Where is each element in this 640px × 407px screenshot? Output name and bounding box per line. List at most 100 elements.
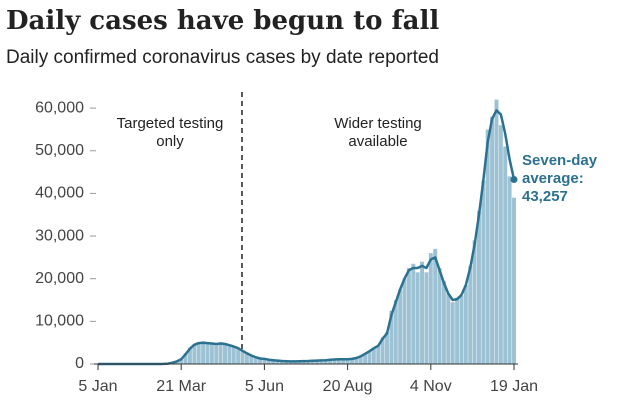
bar [472, 240, 477, 364]
bar [494, 99, 499, 365]
bar [376, 345, 381, 364]
bar [481, 180, 486, 364]
y-tick-label: 30,000 [35, 227, 84, 244]
bar [231, 346, 236, 364]
bar [363, 353, 368, 364]
bar [240, 350, 245, 364]
bar [183, 353, 188, 364]
x-tick-label: 19 Jan [490, 378, 538, 395]
x-tick-label: 5 Jan [78, 378, 117, 395]
bar [498, 125, 503, 364]
bar [450, 302, 455, 364]
bar [297, 361, 302, 364]
annotation: only [156, 133, 184, 150]
y-tick-label: 40,000 [35, 185, 84, 202]
bar [411, 263, 416, 364]
chart-title: Daily cases have begun to fall [6, 6, 439, 36]
bar [428, 253, 433, 364]
bar [393, 300, 398, 364]
x-tick-label: 20 Aug [323, 378, 373, 395]
bar [398, 289, 403, 364]
y-tick-label: 0 [75, 355, 84, 372]
bar [389, 310, 394, 364]
bar [288, 361, 293, 364]
annotation: Targeted testing [117, 115, 224, 132]
bar [490, 116, 495, 364]
bar [293, 361, 298, 364]
bar [301, 361, 306, 364]
bar [420, 261, 425, 364]
end-label: Seven-day [522, 152, 598, 169]
bar [314, 360, 319, 364]
bar [424, 272, 429, 364]
bar [253, 357, 258, 364]
bar [385, 332, 389, 364]
bar [192, 344, 197, 364]
bar [271, 360, 276, 364]
bar [459, 295, 464, 364]
bar [437, 268, 442, 364]
bar [244, 353, 249, 364]
bar [328, 359, 333, 364]
bar [201, 341, 206, 364]
end-dot [510, 176, 518, 184]
bar [179, 359, 184, 364]
bar [512, 197, 516, 364]
y-tick-label: 60,000 [35, 99, 84, 116]
x-tick-label: 4 Nov [410, 378, 452, 395]
bar [350, 358, 354, 364]
bar [415, 272, 420, 364]
bar [336, 358, 341, 364]
end-value-label: 43,257 [522, 188, 568, 205]
y-tick-label: 50,000 [35, 142, 84, 159]
bar [507, 176, 512, 364]
bar [380, 337, 385, 364]
bar [402, 278, 407, 364]
bar [345, 359, 350, 364]
bar [463, 285, 468, 364]
chart-subtitle: Daily confirmed coronavirus cases by dat… [6, 47, 439, 68]
bar [209, 343, 214, 364]
bar [406, 268, 411, 364]
bar [205, 343, 210, 364]
y-tick-label: 20,000 [35, 270, 84, 287]
bar [258, 358, 262, 364]
bar [367, 351, 372, 364]
bar [279, 361, 284, 364]
bar [266, 359, 271, 364]
bar [310, 360, 315, 364]
bar [249, 355, 254, 364]
bar [223, 343, 227, 364]
bar [306, 361, 311, 364]
bar [236, 348, 241, 364]
bar [227, 345, 232, 364]
bar [476, 210, 481, 364]
bar [446, 293, 451, 364]
bar [455, 297, 460, 364]
bar [323, 360, 328, 364]
bar [275, 360, 280, 364]
bar [503, 146, 508, 364]
bar [196, 342, 201, 364]
bar [262, 358, 267, 364]
bar [371, 347, 376, 364]
bar [354, 358, 359, 364]
bar [284, 361, 289, 364]
bar [214, 344, 219, 364]
bar [341, 359, 346, 364]
bar [468, 265, 473, 364]
x-tick-label: 5 Jun [245, 378, 284, 395]
end-label: average: [522, 170, 584, 187]
annotation: available [348, 133, 407, 150]
y-tick-label: 10,000 [35, 313, 84, 330]
bar [433, 248, 438, 364]
bar [218, 342, 223, 364]
bar [485, 129, 490, 364]
annotation: Wider testing [334, 115, 422, 132]
bar [441, 280, 446, 364]
bar [358, 356, 363, 364]
bar [319, 360, 324, 364]
bar [332, 359, 337, 364]
x-tick-label: 21 Mar [156, 378, 206, 395]
